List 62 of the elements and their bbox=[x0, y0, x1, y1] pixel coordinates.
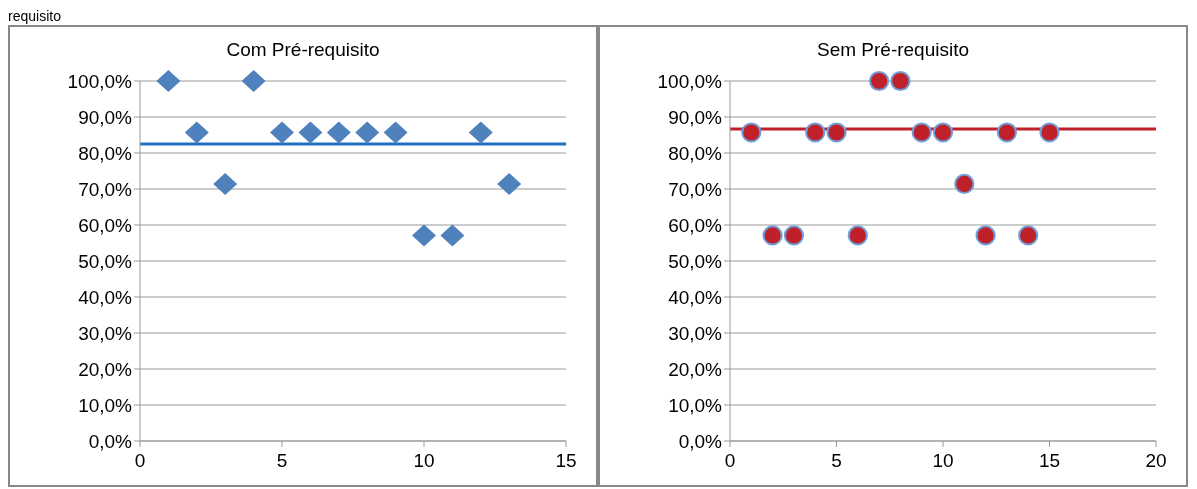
x-tick-label: 10 bbox=[413, 450, 435, 471]
point bbox=[741, 122, 762, 143]
y-tick-label: 60,0% bbox=[668, 214, 723, 236]
y-tick-label: 50,0% bbox=[668, 250, 723, 272]
point bbox=[270, 121, 294, 144]
point bbox=[184, 121, 209, 144]
y-tick-label: 0,0% bbox=[678, 430, 723, 452]
y-tick-label: 10,0% bbox=[78, 394, 133, 416]
point bbox=[954, 173, 975, 195]
point bbox=[869, 70, 890, 92]
point bbox=[783, 225, 804, 246]
x-tick-label: 5 bbox=[831, 450, 842, 471]
text: requisito bbox=[8, 8, 61, 24]
y-tick-label: 30,0% bbox=[668, 322, 723, 344]
point bbox=[326, 121, 351, 144]
y-tick-label: 60,0% bbox=[78, 214, 133, 236]
chart-title: Sem Pré-requisito bbox=[815, 39, 971, 62]
point bbox=[805, 122, 826, 143]
point bbox=[355, 121, 380, 144]
y-tick-label: 40,0% bbox=[78, 286, 133, 308]
y-tick-label: 100,0% bbox=[67, 70, 133, 92]
chart-title: Com Pré-requisito bbox=[225, 39, 381, 62]
x-tick-label: 5 bbox=[276, 450, 288, 471]
y-tick-label: 10,0% bbox=[668, 394, 723, 416]
point bbox=[1018, 225, 1039, 246]
y-tick-label: 80,0% bbox=[668, 142, 723, 164]
point bbox=[156, 70, 181, 92]
y-tick-label: 20,0% bbox=[668, 358, 723, 380]
y-tick-label: 50,0% bbox=[78, 250, 133, 272]
x-tick-label: 0 bbox=[724, 450, 736, 471]
y-tick-label: 0,0% bbox=[88, 430, 133, 452]
x-tick-label: 10 bbox=[932, 450, 954, 471]
point bbox=[890, 70, 911, 92]
point bbox=[1039, 122, 1060, 143]
point bbox=[241, 70, 266, 92]
point bbox=[412, 224, 436, 247]
y-tick-label: 20,0% bbox=[78, 358, 133, 380]
x-tick-label: 20 bbox=[1145, 450, 1167, 471]
point bbox=[826, 122, 847, 143]
point bbox=[762, 225, 783, 246]
point bbox=[932, 122, 954, 143]
point bbox=[996, 122, 1017, 143]
point bbox=[383, 121, 408, 144]
point bbox=[847, 225, 868, 246]
y-tick-label: 90,0% bbox=[668, 106, 723, 128]
point bbox=[440, 224, 465, 247]
y-tick-label: 70,0% bbox=[78, 178, 133, 200]
x-tick-label: 0 bbox=[134, 450, 146, 471]
y-tick-label: 70,0% bbox=[668, 178, 723, 200]
x-tick-label: 15 bbox=[555, 450, 577, 471]
point bbox=[975, 225, 996, 246]
point bbox=[213, 172, 238, 195]
y-tick-label: 100,0% bbox=[657, 70, 723, 92]
point bbox=[298, 121, 323, 144]
y-tick-label: 80,0% bbox=[78, 142, 133, 164]
y-tick-label: 90,0% bbox=[78, 106, 133, 128]
point bbox=[497, 172, 522, 195]
y-tick-label: 30,0% bbox=[78, 322, 133, 344]
y-tick-label: 40,0% bbox=[668, 286, 723, 308]
point bbox=[468, 121, 493, 144]
point bbox=[911, 122, 932, 143]
x-tick-label: 15 bbox=[1038, 450, 1061, 471]
